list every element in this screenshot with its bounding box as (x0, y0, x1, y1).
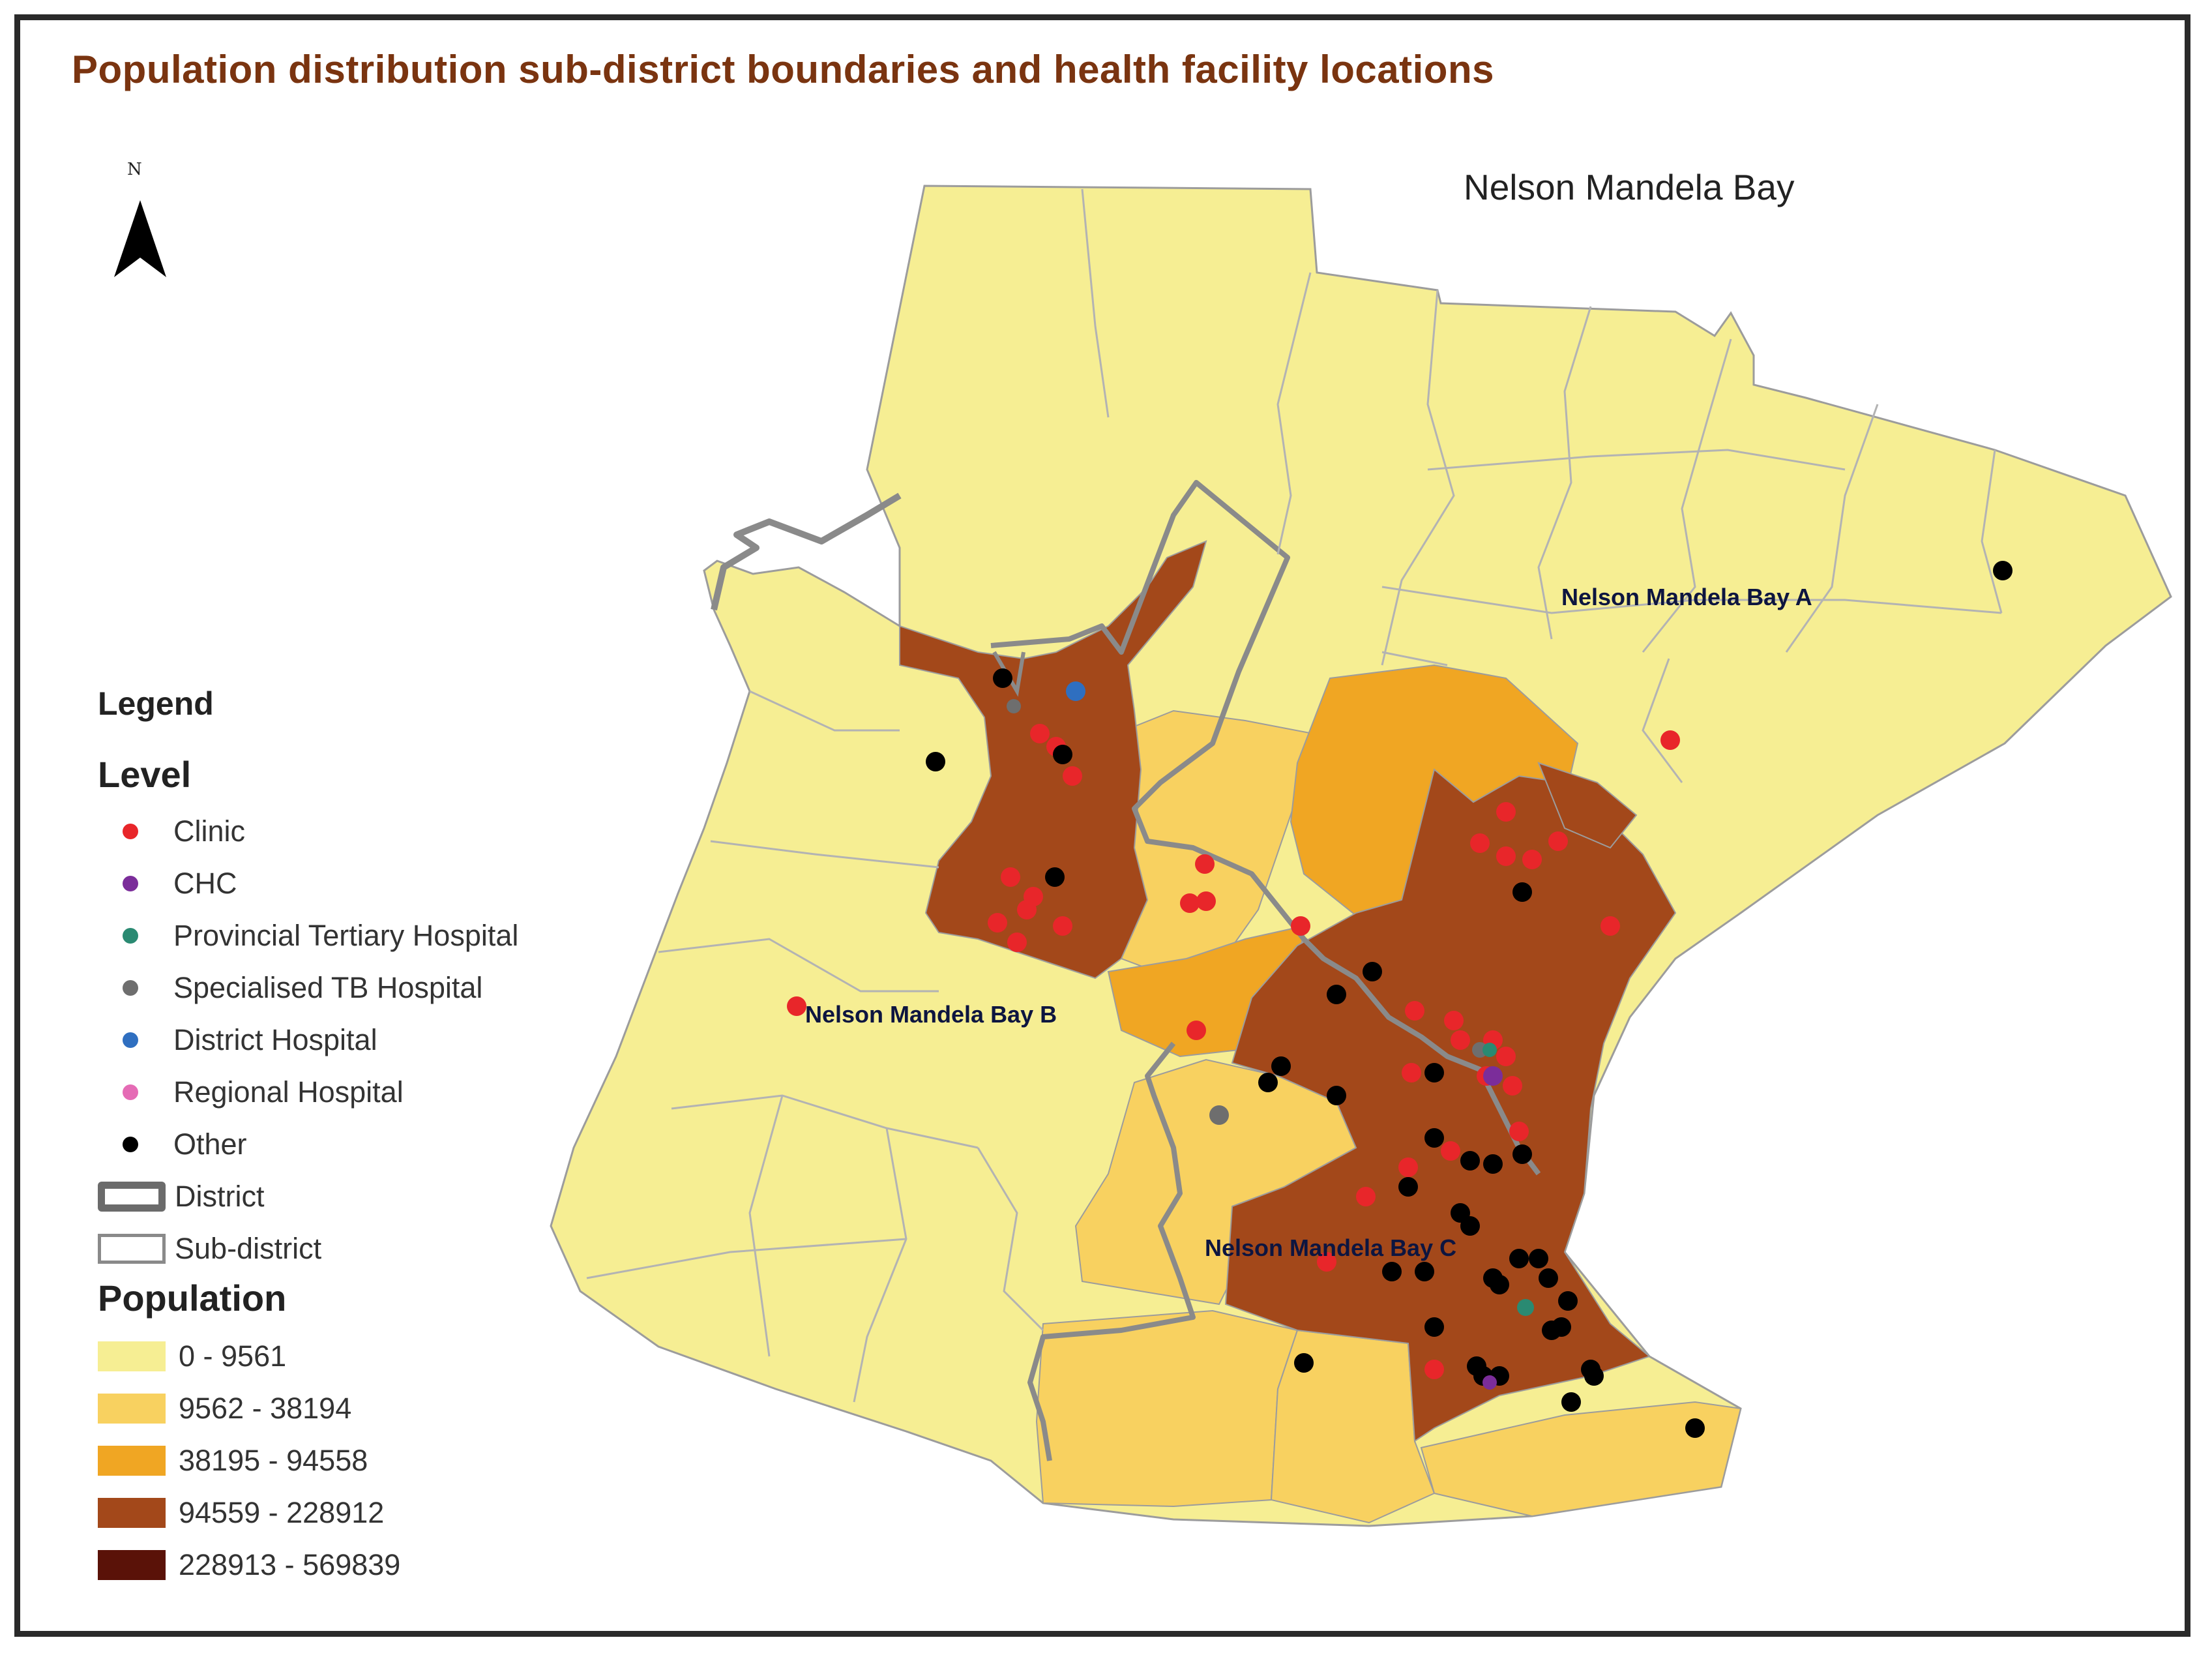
district-hospital-points (1066, 681, 1085, 701)
legend-item-chc: CHC (98, 864, 237, 903)
legend-label: 9562 - 38194 (179, 1392, 352, 1425)
legend-item-pop-3: 38195 - 94558 (98, 1441, 368, 1480)
legend-item-pop-1: 0 - 9561 (98, 1337, 286, 1376)
chc-dot-icon (123, 876, 138, 891)
tertiary-hospital-points (1482, 1043, 1534, 1316)
population-swatch (98, 1341, 166, 1371)
other-points (926, 561, 2013, 1438)
regional-hospital-dot-icon (123, 1084, 138, 1100)
legend-item-tertiary-hospital: Provincial Tertiary Hospital (98, 916, 518, 955)
subdistrict-boundary (1027, 1041, 1196, 1461)
population-swatch (98, 1498, 166, 1528)
subdistrict-label-a: Nelson Mandela Bay A (1561, 584, 1812, 610)
other-dot-icon (123, 1137, 138, 1152)
legend-label: Other (173, 1127, 247, 1161)
subdistrict-boundary (990, 480, 1541, 1176)
legend-label: District Hospital (173, 1023, 377, 1056)
clinic-points (787, 724, 1680, 1379)
legend-label: CHC (173, 867, 237, 900)
legend-label: Specialised TB Hospital (173, 971, 483, 1004)
subdistrict-boundary (992, 651, 1025, 697)
legend-item-pop-4: 94559 - 228912 (98, 1493, 384, 1532)
legend-label: District (175, 1180, 265, 1213)
legend-label: 0 - 9561 (179, 1339, 287, 1373)
legend-label: Clinic (173, 814, 246, 848)
legend-item-pop-5: 228913 - 569839 (98, 1545, 400, 1585)
legend-item-pop-2: 9562 - 38194 (98, 1389, 351, 1428)
legend-item-clinic: Clinic (98, 812, 245, 851)
population-area (1420, 1401, 1742, 1517)
subdistrict-boundary (711, 492, 902, 611)
legend-label: 38195 - 94558 (179, 1444, 368, 1477)
legend-label: Provincial Tertiary Hospital (173, 919, 519, 952)
population-area (899, 540, 1207, 979)
legend-label: 94559 - 228912 (179, 1496, 385, 1529)
region-label: Nelson Mandela Bay (1464, 167, 1795, 207)
legend-item-other: Other (98, 1125, 247, 1164)
legend-title: Legend (98, 685, 214, 722)
north-letter: N (127, 160, 142, 179)
subdistrict-label-c: Nelson Mandela Bay C (1205, 1234, 1457, 1261)
population-swatch (98, 1550, 166, 1580)
subdistrict-boundary-icon (98, 1234, 166, 1264)
population-swatch (98, 1394, 166, 1424)
chc-points (1482, 1066, 1503, 1390)
legend-item-district: District (98, 1177, 264, 1216)
legend-label: 228913 - 569839 (179, 1548, 401, 1581)
map-title: Population distribution sub-district bou… (72, 48, 1494, 91)
legend-item-regional-hospital: Regional Hospital (98, 1073, 404, 1112)
subdistrict-label-b: Nelson Mandela Bay B (805, 1001, 1057, 1028)
population-area (1224, 768, 1677, 1442)
population-area (1537, 762, 1638, 849)
tertiary-hospital-dot-icon (123, 928, 138, 944)
legend-item-tb-hospital: Specialised TB Hospital (98, 968, 482, 1008)
legend-item-subdistrict: Sub-district (98, 1229, 321, 1268)
legend-label: Sub-district (175, 1232, 322, 1265)
population-area (1035, 1309, 1299, 1508)
population-swatch (98, 1446, 166, 1476)
legend-level-title: Level (98, 754, 192, 795)
ward-lines (586, 188, 2003, 1403)
legend-item-district-hospital: District Hospital (98, 1021, 377, 1060)
district-boundary-icon (98, 1182, 166, 1212)
legend-label: Regional Hospital (173, 1075, 404, 1109)
north-arrow-icon (114, 200, 166, 277)
tb-hospital-dot-icon (123, 980, 138, 996)
legend-population-title: Population (98, 1277, 287, 1319)
clinic-dot-icon (123, 824, 138, 839)
district-hospital-dot-icon (123, 1032, 138, 1048)
